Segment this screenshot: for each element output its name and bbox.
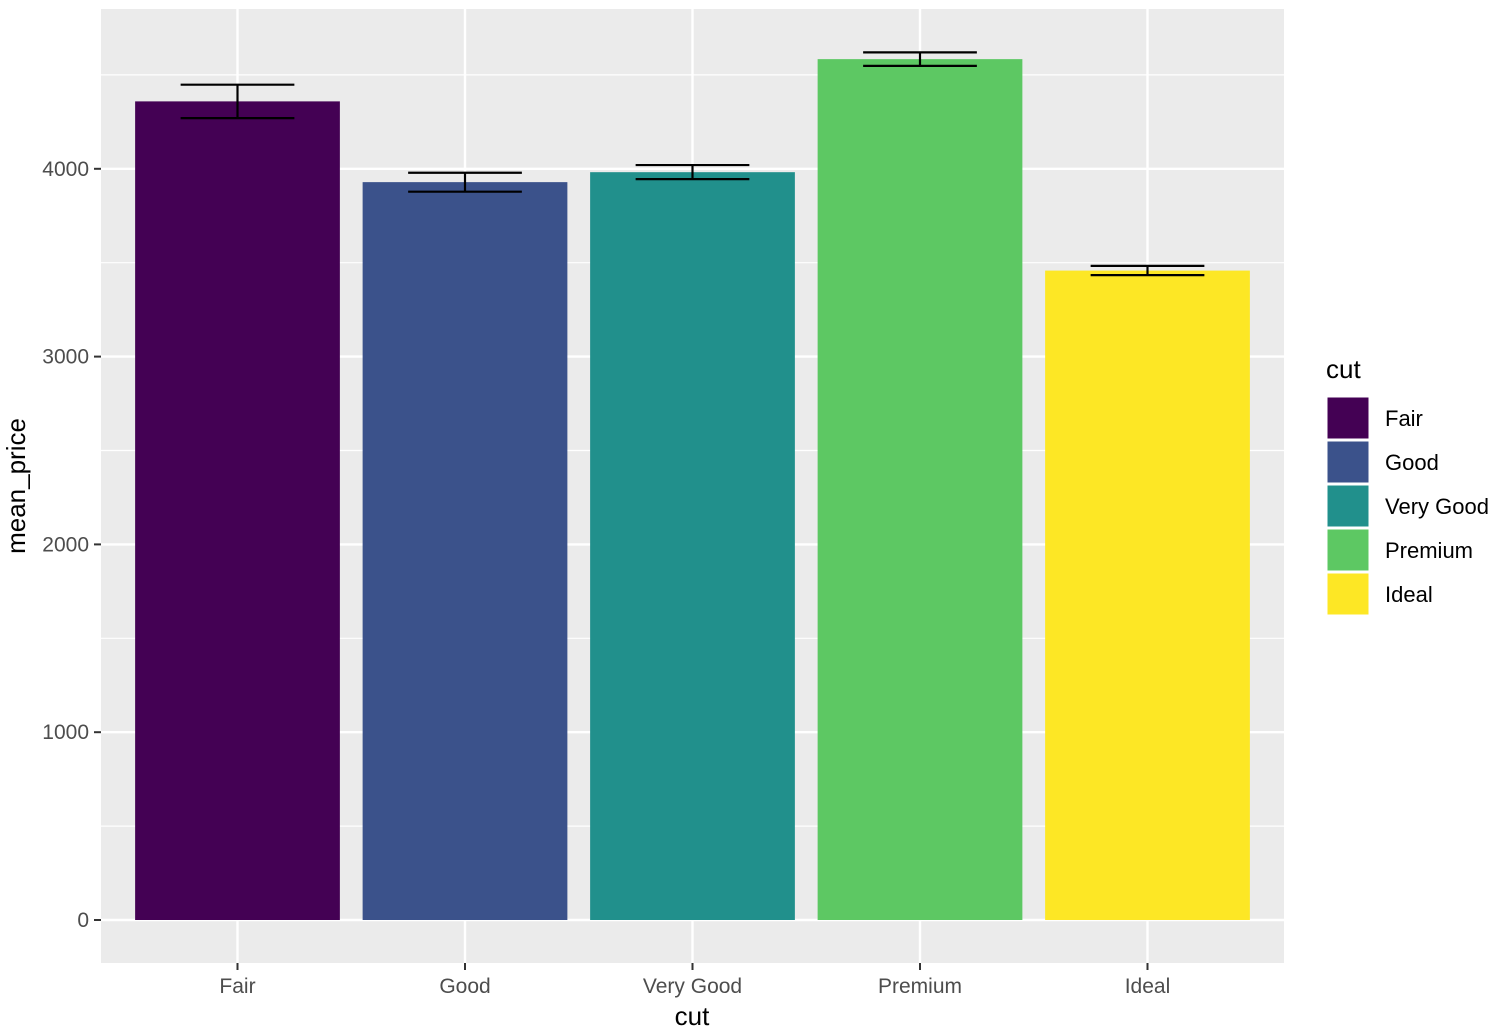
bar-premium	[817, 59, 1023, 920]
x-axis: Fair Good Very Good Premium Ideal	[219, 963, 1170, 998]
bar-fair	[135, 101, 340, 920]
legend-label: Premium	[1385, 538, 1473, 563]
y-tick-label: 1000	[42, 721, 89, 744]
bar-very-good	[590, 172, 795, 920]
legend-key-very-good	[1326, 484, 1370, 528]
y-tick-label: 4000	[42, 158, 89, 181]
y-axis-title: mean_price	[1, 418, 31, 554]
error-bars	[180, 51, 1205, 277]
legend-label: Ideal	[1385, 582, 1433, 607]
x-tick-label: Ideal	[1125, 975, 1171, 998]
legend-title: cut	[1326, 354, 1361, 384]
y-tick-label: 2000	[42, 533, 89, 556]
legend-label: Good	[1385, 450, 1439, 475]
bar-ideal	[1045, 270, 1250, 920]
legend-label: Fair	[1385, 406, 1423, 431]
legend-key-fair	[1326, 396, 1370, 440]
x-tick-label: Premium	[878, 975, 962, 998]
legend-label: Very Good	[1385, 494, 1489, 519]
x-axis-title: cut	[675, 1001, 710, 1031]
x-tick-label: Very Good	[643, 975, 742, 998]
x-tick-label: Fair	[219, 975, 255, 998]
x-tick-label: Good	[439, 975, 490, 998]
y-tick-label: 0	[77, 909, 89, 932]
legend-key-ideal	[1326, 572, 1370, 616]
legend: cut Fair Good Very Good Premium Ideal	[1326, 354, 1489, 616]
legend-key-premium	[1326, 528, 1370, 572]
legend-key-good	[1326, 440, 1370, 484]
bar-good	[362, 182, 568, 921]
y-axis: 0 1000 2000 3000 4000	[42, 158, 101, 932]
y-tick-label: 3000	[42, 346, 89, 369]
bars	[135, 59, 1250, 921]
